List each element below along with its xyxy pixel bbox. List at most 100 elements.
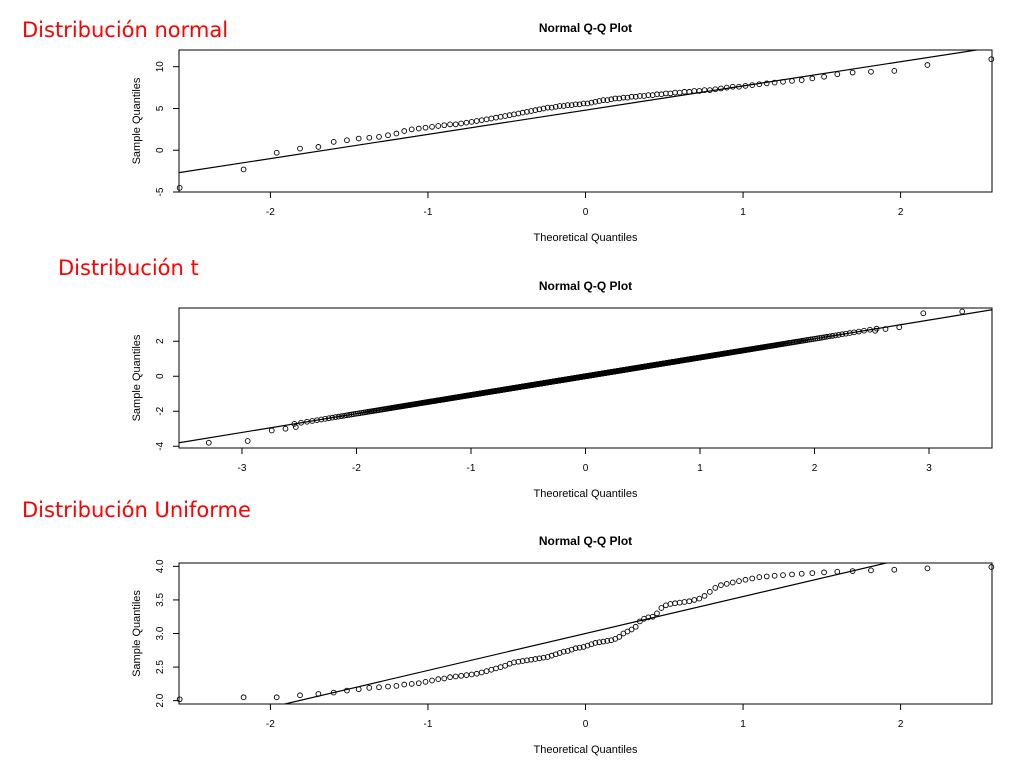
data-point (624, 94, 631, 101)
data-point (632, 623, 639, 630)
data-point (447, 674, 453, 680)
data-point (667, 601, 674, 607)
data-point (568, 646, 575, 653)
data-point (268, 427, 275, 434)
data-point (366, 134, 373, 141)
data-point (672, 89, 678, 96)
data-point (706, 589, 713, 595)
data-point (483, 116, 490, 123)
data-point (809, 570, 816, 576)
data-point (493, 665, 499, 672)
data-point (576, 644, 583, 651)
data-point (497, 664, 504, 670)
x-tick-label: -2 (352, 463, 361, 474)
data-point (868, 68, 874, 75)
data-point (458, 672, 465, 679)
data-point (315, 691, 322, 697)
data-point (385, 683, 391, 690)
x-tick-label: -2 (266, 719, 275, 730)
chart-title: Normal Q-Q Plot (539, 21, 632, 35)
data-point (959, 308, 966, 315)
data-point (867, 326, 873, 333)
data-point (297, 145, 303, 152)
data-point (560, 103, 567, 109)
data-point (488, 666, 495, 673)
data-point (600, 97, 607, 103)
data-point (355, 410, 361, 417)
y-tick-label: 2.0 (155, 693, 166, 707)
data-point (497, 113, 504, 120)
data-point (304, 418, 310, 425)
data-point (568, 102, 575, 108)
data-point (315, 144, 322, 150)
data-point (273, 149, 280, 156)
data-point (712, 86, 719, 93)
data-point (532, 656, 539, 662)
data-point (988, 564, 995, 570)
data-point (422, 124, 429, 131)
data-point (789, 78, 795, 84)
data-point (544, 104, 551, 111)
data-point (924, 565, 931, 572)
data-point (663, 602, 669, 609)
data-point (596, 98, 603, 104)
data-point (718, 582, 724, 589)
data-point (645, 92, 652, 98)
data-point (667, 90, 674, 97)
data-point (463, 119, 470, 126)
data-point (771, 79, 778, 86)
data-point (798, 570, 805, 577)
data-point (771, 572, 778, 579)
data-point (548, 104, 555, 111)
data-point (729, 83, 736, 90)
y-axis-label: Sample Quantiles (131, 590, 143, 677)
data-point (821, 569, 827, 576)
y-tick-label: 5 (155, 105, 166, 111)
data-point (882, 326, 889, 332)
data-point (435, 123, 442, 129)
data-point (686, 598, 693, 605)
data-point (292, 424, 299, 430)
data-point (616, 95, 623, 102)
data-point (318, 416, 325, 423)
data-point (357, 410, 363, 416)
data-point (809, 75, 816, 82)
plot-frame (178, 562, 993, 705)
data-point (835, 331, 842, 338)
data-point (376, 134, 382, 140)
data-point (718, 85, 724, 92)
y-tick-label: -2 (155, 406, 166, 415)
data-point (891, 566, 898, 573)
data-point (806, 336, 812, 343)
data-point (756, 574, 763, 580)
data-point (483, 668, 490, 674)
x-tick-label: -3 (238, 463, 247, 474)
data-point (712, 584, 719, 591)
data-point (676, 89, 683, 96)
data-point (849, 568, 856, 574)
data-point (839, 331, 846, 338)
data-point (325, 415, 332, 422)
data-point (681, 88, 688, 95)
data-point (572, 645, 579, 652)
data-point (763, 573, 770, 580)
data-point (580, 100, 587, 107)
data-point (663, 90, 669, 97)
data-point (176, 184, 183, 191)
data-point (524, 108, 530, 115)
data-point (988, 56, 995, 63)
qq-plot-uniform: Normal Q-Q Plot Theoretical Quantiles Samp… (131, 534, 995, 756)
data-point (824, 333, 830, 340)
data-point (868, 567, 874, 574)
data-point (401, 128, 408, 134)
data-point (676, 599, 683, 606)
data-point (612, 95, 619, 102)
data-points (176, 56, 995, 191)
data-point (588, 99, 595, 106)
y-tick-label: 2 (155, 338, 166, 344)
plot-frame (178, 49, 993, 193)
x-tick-label: 1 (740, 719, 746, 730)
data-point (637, 93, 643, 99)
data-point (691, 597, 698, 603)
y-tick-label: 0 (155, 373, 166, 379)
